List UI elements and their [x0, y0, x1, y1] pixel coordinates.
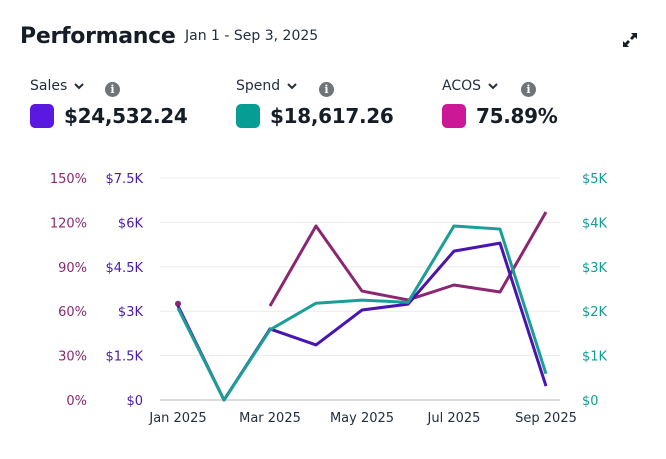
- metric-label: Spend: [236, 78, 281, 94]
- x-tick-label: Mar 2025: [239, 411, 301, 426]
- y-tick-label-spend: $4K: [582, 216, 608, 231]
- metric-label: Sales: [30, 78, 68, 94]
- chevron-down-icon: [74, 83, 84, 90]
- expand-arrows-icon[interactable]: [620, 30, 640, 50]
- y-tick-label-sales: $6K: [118, 216, 144, 231]
- y-tick-label-spend: $5K: [582, 172, 608, 187]
- info-icon[interactable]: i: [105, 82, 120, 97]
- y-tick-label-percent: 0%: [66, 394, 87, 409]
- y-tick-label-spend: $3K: [582, 261, 608, 276]
- info-icon[interactable]: i: [319, 82, 334, 97]
- y-tick-label-sales: $3K: [118, 305, 144, 320]
- data-point-acos: [175, 300, 181, 307]
- chevron-down-icon: [287, 83, 297, 90]
- metric-spend: Spend i $18,617.26: [236, 78, 394, 128]
- y-tick-label-sales: $0: [126, 394, 143, 409]
- metric-value: $24,532.24: [64, 104, 188, 128]
- info-icon[interactable]: i: [521, 82, 536, 97]
- y-tick-label-percent: 120%: [50, 216, 87, 231]
- date-range: Jan 1 - Sep 3, 2025: [185, 28, 319, 44]
- metric-spend-dropdown[interactable]: Spend: [236, 78, 394, 94]
- y-tick-label-percent: 60%: [58, 305, 87, 320]
- chevron-down-icon: [488, 83, 498, 90]
- y-tick-label-percent: 90%: [58, 261, 87, 276]
- y-tick-label-spend: $0: [582, 394, 599, 409]
- metric-acos-dropdown[interactable]: ACOS: [442, 78, 558, 94]
- y-tick-label-percent: 150%: [50, 172, 87, 187]
- color-swatch: [236, 104, 260, 128]
- metric-value: 75.89%: [476, 104, 558, 128]
- performance-chart: 0% $0 $0 30% $1.5K $1K 60% $3K $2K 90% $4.5K $3K 120…: [50, 172, 608, 426]
- x-tick-label: Sep 2025: [515, 411, 577, 426]
- metric-value: $18,617.26: [270, 104, 394, 128]
- y-tick-label-percent: 30%: [58, 350, 87, 365]
- x-tick-label: Jul 2025: [427, 411, 481, 426]
- color-swatch: [30, 104, 54, 128]
- y-tick-label-sales: $4.5K: [106, 261, 144, 276]
- x-tick-label: Jan 2025: [148, 411, 206, 426]
- metric-label: ACOS: [442, 78, 482, 94]
- metric-acos: ACOS i 75.89%: [442, 78, 558, 128]
- color-swatch: [442, 104, 466, 128]
- y-tick-label-spend: $1K: [582, 350, 608, 365]
- y-tick-label-sales: $1.5K: [106, 350, 144, 365]
- metric-sales-dropdown[interactable]: Sales: [30, 78, 188, 94]
- page-title: Performance: [20, 24, 176, 49]
- y-tick-label-sales: $7.5K: [106, 172, 144, 187]
- metric-sales: Sales i $24,532.24: [30, 78, 188, 128]
- series-line-spend: [176, 224, 548, 402]
- x-tick-label: May 2025: [330, 411, 394, 426]
- y-tick-label-spend: $2K: [582, 305, 608, 320]
